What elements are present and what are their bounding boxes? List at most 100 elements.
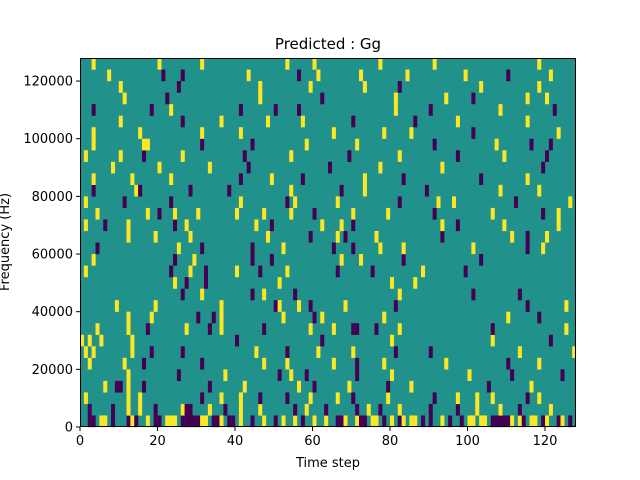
heatmap-cell — [269, 173, 274, 185]
heatmap-cell — [91, 173, 96, 185]
heatmap-cell — [153, 403, 158, 416]
heatmap-cell — [397, 323, 402, 335]
heatmap-cell — [200, 58, 205, 70]
heatmap-cell — [103, 219, 108, 232]
heatmap-cell — [142, 380, 147, 393]
heatmap-cell — [219, 323, 224, 335]
heatmap-cell — [331, 127, 336, 139]
y-tick-label: 80000 — [32, 190, 73, 205]
heatmap-cell — [91, 415, 96, 428]
heatmap-cell — [246, 161, 251, 174]
heatmap-cell — [126, 219, 131, 232]
heatmap-cell — [324, 415, 329, 428]
heatmap-cell — [138, 184, 143, 197]
heatmap-cell — [126, 403, 131, 416]
heatmap-cell — [351, 346, 356, 358]
heatmap-cell — [351, 207, 356, 220]
heatmap-cell — [231, 415, 236, 428]
heatmap-cell — [312, 58, 317, 70]
heatmap-cell — [297, 69, 302, 82]
heatmap-cell — [463, 69, 468, 82]
heatmap-cell — [545, 415, 550, 428]
heatmap-cell — [111, 403, 116, 416]
heatmap-cell — [556, 415, 561, 428]
heatmap-cell — [556, 219, 561, 232]
heatmap-cell — [529, 138, 534, 151]
heatmap-cell — [502, 150, 507, 162]
heatmap-cell — [362, 81, 367, 93]
heatmap-cell — [266, 230, 271, 243]
heatmap-cell — [316, 346, 321, 358]
heatmap-cell — [184, 403, 189, 416]
heatmap-cell — [207, 380, 212, 393]
heatmap-cell — [448, 415, 453, 428]
heatmap-cell — [176, 369, 181, 382]
heatmap-cell — [506, 311, 511, 324]
heatmap-cell — [87, 334, 92, 347]
heatmap-cell — [285, 196, 290, 209]
heatmap-cell — [188, 184, 193, 197]
heatmap-cell — [343, 415, 348, 428]
heatmap-cell — [254, 219, 259, 232]
heatmap-cell — [285, 357, 290, 370]
heatmap-cell — [459, 415, 464, 428]
heatmap-cell — [490, 323, 495, 335]
heatmap-cell — [537, 184, 542, 197]
heatmap-cell — [475, 392, 480, 405]
heatmap-cell — [246, 69, 251, 82]
heatmap-cell — [281, 242, 286, 255]
heatmap-cell — [440, 219, 445, 232]
heatmap-cell — [242, 380, 247, 393]
heatmap-cell — [471, 92, 476, 105]
y-axis: 0 20000 40000 60000 80000 100000 120000 — [23, 75, 80, 436]
heatmap-cell — [401, 415, 406, 428]
heatmap-cell — [130, 334, 135, 347]
heatmap-cell — [471, 127, 476, 139]
heatmap-cell — [502, 219, 507, 232]
heatmap-cell — [149, 104, 154, 116]
heatmap-cell — [521, 415, 526, 428]
heatmap-cell — [378, 58, 383, 70]
heatmap-cell — [165, 92, 170, 105]
heatmap-cell — [157, 58, 162, 70]
heatmap-cell — [83, 219, 88, 232]
heatmap-cell — [347, 150, 352, 162]
heatmap-cell — [83, 392, 88, 405]
heatmap-cell — [180, 150, 185, 162]
x-tick-label: 40 — [227, 434, 244, 449]
heatmap-cell — [517, 288, 522, 301]
heatmap-cell — [421, 415, 426, 428]
heatmap-cell — [173, 254, 178, 266]
heatmap-cell — [285, 58, 290, 70]
heatmap-cell — [362, 184, 367, 197]
heatmap-cell — [219, 311, 224, 324]
heatmap-cell — [293, 403, 298, 416]
heatmap-cell — [370, 415, 375, 428]
heatmap-cell — [242, 150, 247, 162]
heatmap-cell — [533, 415, 538, 428]
heatmap-cell — [479, 415, 484, 428]
heatmap-cell — [331, 357, 336, 370]
heatmap-cell — [130, 415, 135, 428]
heatmap-cell — [390, 369, 395, 382]
heatmap-cell — [479, 254, 484, 266]
heatmap-cell — [393, 104, 398, 116]
heatmap-cell — [273, 104, 278, 116]
heatmap-cell — [347, 380, 352, 393]
heatmap-cell — [490, 392, 495, 405]
heatmap-cell — [192, 415, 197, 428]
heatmap-cell — [525, 115, 530, 128]
heatmap-cell — [169, 173, 174, 185]
heatmap-cell — [548, 403, 553, 416]
heatmap-cell — [510, 415, 515, 428]
heatmap-cell — [293, 288, 298, 301]
heatmap-cell — [204, 277, 209, 289]
heatmap-cell — [335, 265, 340, 278]
heatmap-cell — [157, 415, 162, 428]
heatmap-cell — [335, 196, 340, 209]
heatmap-cell — [320, 334, 325, 347]
heatmap-cell — [161, 69, 166, 82]
heatmap-cell — [200, 242, 205, 255]
heatmap-cell — [428, 415, 433, 428]
heatmap-cell — [537, 392, 542, 405]
